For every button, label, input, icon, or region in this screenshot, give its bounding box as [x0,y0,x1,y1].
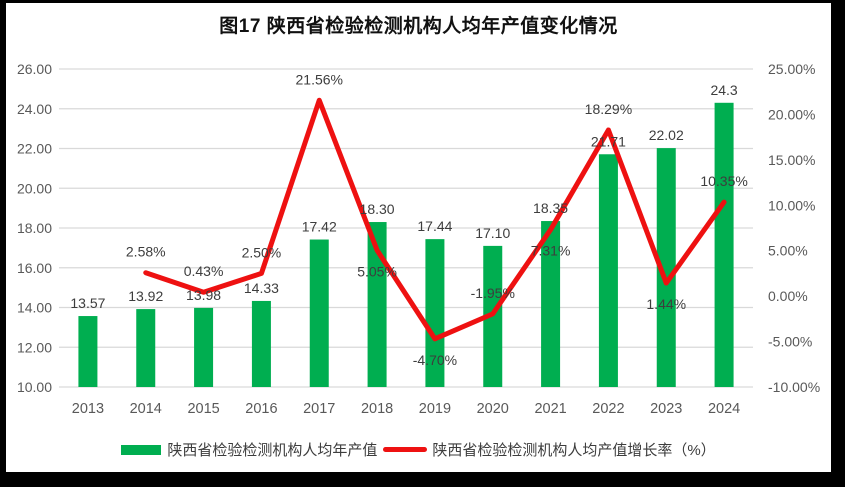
growth-rate-label: 5.05% [357,263,397,279]
left-axis-tick-label: 12.00 [17,339,52,355]
bar-value-label: 24.3 [710,82,737,98]
x-axis-label-2020: 2020 [477,401,509,417]
bar-value-label: 18.35 [533,200,568,216]
bar-2019 [425,239,445,387]
bar-series-legend-label: 陕西省检验检测机构人均年产值 [167,442,378,459]
bar-2014 [136,309,156,387]
left-axis-tick-label: 24.00 [17,101,52,117]
bar-value-label: 18.30 [360,201,395,217]
growth-rate-label: 18.29% [585,101,632,117]
right-axis-tick-label: 25.00% [768,61,815,77]
line-series-legend-label: 陕西省检验检测机构人均产值增长率（%） [432,442,716,459]
growth-rate-label: 7.31% [531,243,571,259]
right-axis-tick-label: -10.00% [768,379,820,395]
left-axis-tick-label: 14.00 [17,300,52,316]
left-axis-tick-label: 18.00 [17,220,52,236]
left-axis-tick-label: 22.00 [17,141,52,157]
x-axis-label-2014: 2014 [130,401,162,417]
legend-item-line-series: 陕西省检验检测机构人均产值增长率（%） [377,439,716,460]
growth-rate-label: 2.50% [242,244,282,260]
bar-value-label: 21.71 [591,133,626,149]
bar-2016 [251,300,271,387]
bar-2024 [714,102,734,387]
right-axis-tick-label: 0.00% [768,288,808,304]
growth-rate-label: 10.35% [700,173,747,189]
growth-rate-label: 2.58% [126,244,166,260]
growth-rate-label: 0.43% [184,263,224,279]
x-axis-label-2021: 2021 [534,401,566,417]
x-axis-label-2017: 2017 [303,401,335,417]
bar-2015 [194,307,214,387]
growth-rate-label: 21.56% [296,71,343,87]
x-axis-label-2013: 2013 [72,401,104,417]
bar-2013 [78,316,98,387]
growth-rate-label: -1.95% [471,285,515,301]
left-axis-tick-label: 26.00 [17,61,52,77]
bar-series-swatch-icon [121,444,162,455]
line-series-swatch-icon [383,447,428,452]
x-axis-label-2018: 2018 [361,401,393,417]
right-axis-tick-label: 10.00% [768,197,815,213]
bar-2023 [656,148,676,387]
right-axis-tick-label: 15.00% [768,152,815,168]
bar-2017 [309,239,329,387]
bar-value-label: 14.33 [244,280,279,296]
x-axis-label-2019: 2019 [419,401,451,417]
legend-item-bar-series: 陕西省检验检测机构人均年产值 [121,439,377,460]
right-axis-tick-label: 5.00% [768,243,808,259]
bar-2018 [367,222,387,387]
x-axis-label-2023: 2023 [650,401,682,417]
growth-rate-label: -4.70% [413,352,457,368]
right-axis-tick-label: -5.00% [768,334,812,350]
combo-chart-plot-area: 26.00 24.00 22.00 20.00 18.00 16.00 14.00 12.00… [17,61,820,417]
x-axis-label-2015: 2015 [187,401,219,417]
x-axis-label-2024: 2024 [708,401,740,417]
bar-2021 [541,221,561,387]
bar-value-label: 17.44 [417,218,452,234]
growth-rate-label: 1.44% [646,296,686,312]
bar-value-label: 17.42 [302,219,337,235]
left-axis-tick-label: 16.00 [17,260,52,276]
bar-value-label: 22.02 [649,127,684,143]
legend: 陕西省检验检测机构人均年产值 陕西省检验检测机构人均产值增长率（%） [6,439,831,460]
bar-2022 [598,154,618,387]
growth-rate-line [143,97,727,342]
x-axis-label-2016: 2016 [245,401,277,417]
right-axis-tick-label: 20.00% [768,106,815,122]
bar-value-label: 13.57 [70,295,105,311]
x-axis-label-2022: 2022 [592,401,624,417]
left-axis-tick-label: 20.00 [17,180,52,196]
left-axis-tick-label: 10.00 [17,379,52,395]
bar-value-label: 17.10 [475,225,510,241]
bar-value-label: 13.92 [128,288,163,304]
chart-canvas: 图17 陕西省检验检测机构人均年产值变化情况 26.00 24.00 22.00 20… [6,3,831,472]
chart-title: 图17 陕西省检验检测机构人均年产值变化情况 [219,16,618,37]
bar-value-label: 13.98 [186,287,221,303]
